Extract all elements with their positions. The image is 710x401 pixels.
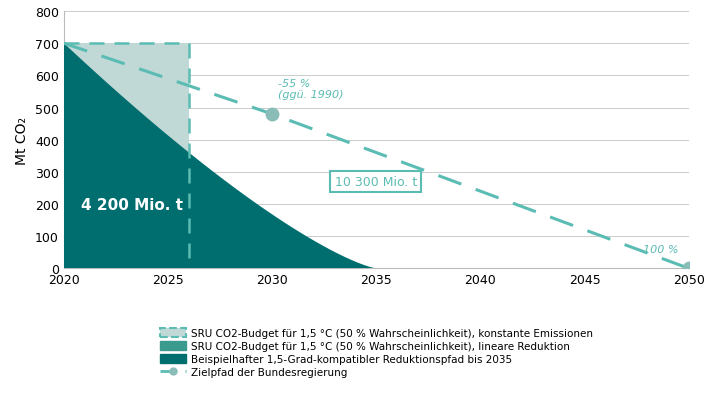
Legend: SRU CO2-Budget für 1,5 °C (50 % Wahrscheinlichkeit), konstante Emissionen, SRU C: SRU CO2-Budget für 1,5 °C (50 % Wahrsche… (156, 325, 596, 380)
Y-axis label: Mt CO₂: Mt CO₂ (16, 116, 30, 164)
Polygon shape (64, 44, 376, 269)
Polygon shape (64, 44, 189, 269)
Text: 4 200 Mio. t: 4 200 Mio. t (80, 197, 182, 212)
Text: -100 %: -100 % (639, 244, 678, 254)
Text: 10 300 Mio. t: 10 300 Mio. t (334, 176, 417, 188)
Text: -55 %
(ggü. 1990): -55 % (ggü. 1990) (278, 79, 344, 100)
Polygon shape (64, 44, 189, 269)
